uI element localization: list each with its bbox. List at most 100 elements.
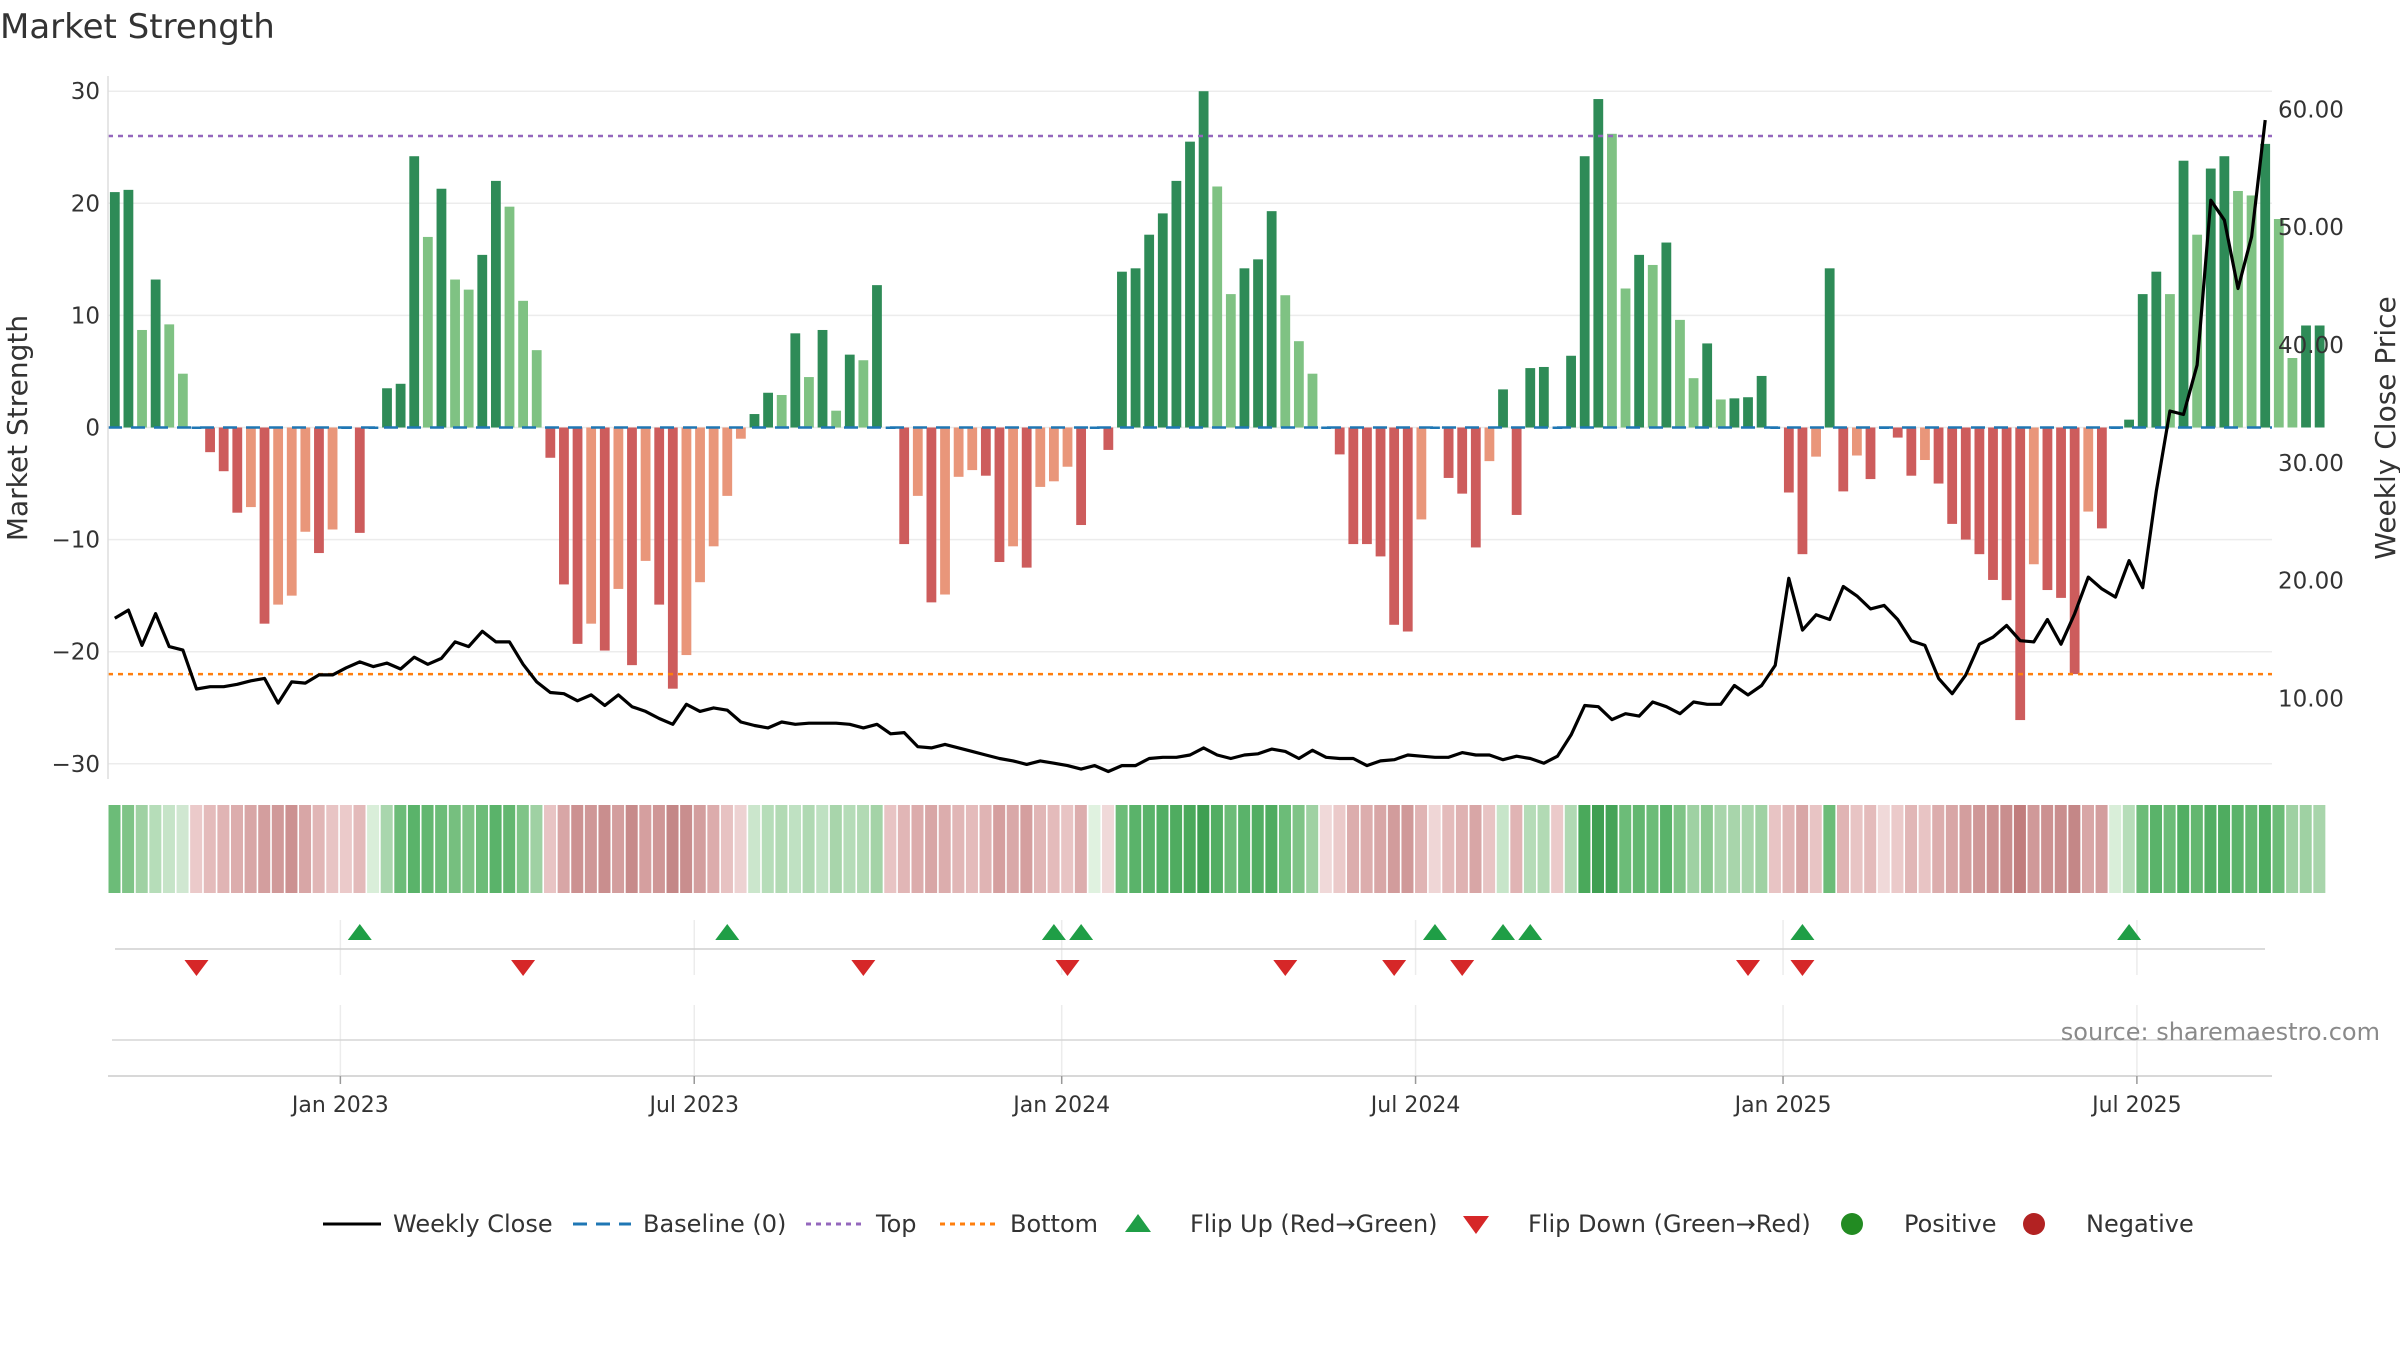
strength-bar-negative — [1103, 427, 1114, 450]
state-strip-cell — [911, 805, 924, 893]
state-strip-cell — [1428, 805, 1441, 893]
state-strip-cell — [1891, 805, 1904, 893]
strength-bar-negative — [559, 427, 569, 585]
state-strip-cell — [258, 805, 271, 893]
y-left-tick-label: 20 — [71, 191, 100, 217]
state-strip-cell — [1483, 805, 1496, 893]
state-strip-cell — [1306, 805, 1319, 893]
state-strip-cell — [1455, 805, 1468, 893]
y-left-axis-label: Market Strength — [1, 315, 34, 541]
strength-bar-positive — [1538, 366, 1549, 428]
y-right-tick-label: 20.00 — [2278, 569, 2344, 595]
state-strip-cell — [1687, 805, 1700, 893]
state-strip-cell — [1061, 805, 1074, 893]
state-strip-cell — [285, 805, 298, 893]
reference-lines — [108, 134, 2272, 676]
y-right-tick-label: 40.00 — [2278, 333, 2344, 359]
strength-bar-negative — [1484, 427, 1495, 462]
state-strip-cell — [1605, 805, 1618, 893]
state-strip-cell — [407, 805, 420, 893]
legend-item: Weekly Close — [323, 1210, 553, 1238]
state-strip-cell — [965, 805, 978, 893]
strength-bar-positive — [1117, 271, 1127, 428]
state-strip-cell — [598, 805, 611, 893]
flip-up-marker — [347, 924, 372, 940]
legend-item: Bottom — [940, 1210, 1098, 1238]
strength-bar-negative — [1797, 427, 1808, 555]
x-tick-label: Jan 2025 — [1733, 1093, 1832, 1118]
state-strip-cell — [339, 805, 352, 893]
strength-bar-negative — [327, 427, 338, 530]
strength-bar-positive — [1702, 343, 1713, 428]
strength-bar-positive — [2219, 156, 2230, 428]
state-strip-cell — [1864, 805, 1877, 893]
state-strip-cell — [952, 805, 965, 893]
strength-bar-negative — [1906, 427, 1917, 476]
flip-down-marker — [1273, 960, 1298, 976]
strength-bar-positive — [2246, 195, 2257, 428]
state-strip-cell — [652, 805, 665, 893]
strength-bar-negative — [232, 427, 243, 513]
state-strip-cell — [1578, 805, 1591, 893]
strength-bar-positive — [2192, 234, 2203, 428]
state-strip-cell — [789, 805, 802, 893]
state-strip-cell — [1619, 805, 1632, 893]
state-strip-cell — [475, 805, 488, 893]
state-strip-cell — [1850, 805, 1863, 893]
flip-up-marker — [1422, 924, 1447, 940]
legend-label: Flip Up (Red→Green) — [1190, 1210, 1438, 1238]
strength-bar-positive — [1566, 355, 1576, 428]
state-strip-cell — [1210, 805, 1223, 893]
circle-icon — [1841, 1213, 1863, 1235]
state-strip-cell — [571, 805, 584, 893]
strength-bar-negative — [980, 427, 991, 476]
strength-bar-negative — [613, 427, 624, 589]
strength-bar-negative — [1783, 427, 1794, 493]
state-strip-cell — [897, 805, 910, 893]
flip-up-marker — [1069, 924, 1094, 940]
strength-bar-negative — [2015, 427, 2026, 721]
legend-item: Flip Down (Green→Red) — [1463, 1210, 1811, 1238]
state-strip-cell — [299, 805, 312, 893]
state-strip-cell — [2081, 805, 2094, 893]
strength-bar-positive — [531, 350, 542, 428]
state-strip-cell — [2272, 805, 2285, 893]
state-strip-cell — [1510, 805, 1523, 893]
strength-bar-negative — [1021, 427, 1032, 568]
legend-item: Flip Up (Red→Green) — [1125, 1210, 1438, 1238]
state-strip-cell — [734, 805, 747, 893]
legend: Weekly Close Baseline (0) Top Bottom Flip Up… — [323, 1210, 2194, 1238]
strength-bar-positive — [1688, 378, 1699, 428]
strength-bar-positive — [2287, 358, 2298, 428]
state-strip-cell — [1932, 805, 1945, 893]
close-series — [113, 119, 2267, 774]
strength-bar-negative — [640, 427, 651, 561]
state-strip-cell — [1020, 805, 1033, 893]
strength-bar-negative — [940, 427, 950, 595]
state-strip-cell — [1129, 805, 1142, 893]
y-left-tick-label: 10 — [71, 303, 100, 329]
strength-bar-negative — [1416, 427, 1427, 520]
state-strip-cell — [2054, 805, 2067, 893]
strength-bar-positive — [2205, 168, 2216, 428]
bar-series — [109, 91, 2325, 721]
strength-bar-positive — [2178, 160, 2189, 428]
state-strip-cell — [312, 805, 325, 893]
state-strip-cell — [530, 805, 543, 893]
flip-up-marker — [1790, 924, 1815, 940]
strength-bar-negative — [1851, 427, 1862, 456]
state-strip-cell — [2245, 805, 2258, 893]
state-strip-cell — [1986, 805, 1999, 893]
state-strip-cell — [203, 805, 216, 893]
state-strip-cell — [244, 805, 257, 893]
state-strip-cell — [1551, 805, 1564, 893]
legend-label: Baseline (0) — [643, 1210, 786, 1238]
strength-bar-positive — [1498, 389, 1508, 428]
strength-bar-positive — [872, 285, 882, 428]
y-left-tick-label: −10 — [51, 528, 100, 554]
state-strip-cell — [1197, 805, 1210, 893]
flip-down-marker — [184, 960, 209, 976]
state-strip-cell — [1646, 805, 1659, 893]
state-strip-cell — [2013, 805, 2026, 893]
strength-bar-positive — [749, 414, 760, 428]
